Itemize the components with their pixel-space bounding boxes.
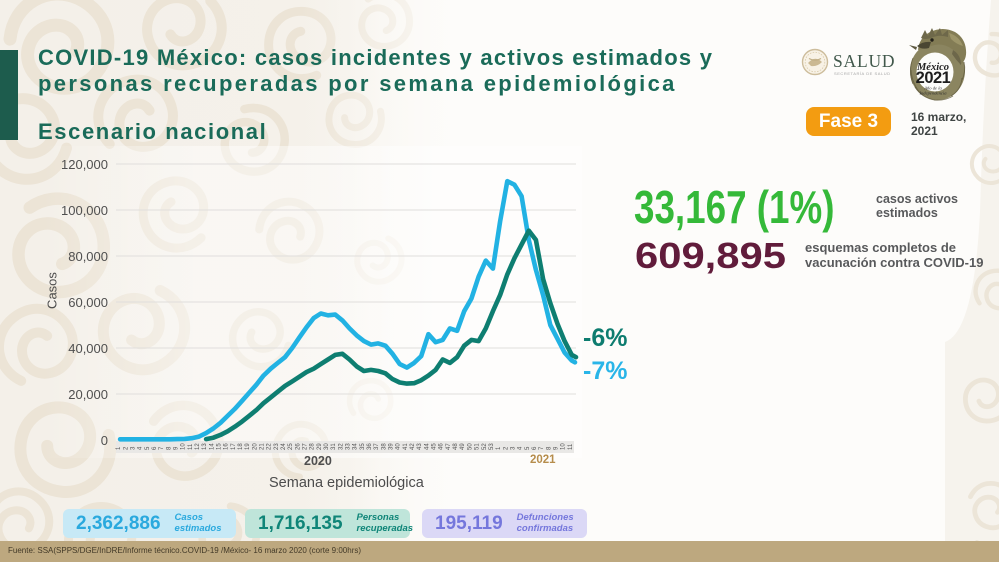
svg-text:12: 12 — [195, 443, 201, 450]
svg-text:44: 44 — [424, 443, 430, 450]
svg-text:15: 15 — [217, 443, 223, 450]
svg-text:43: 43 — [417, 443, 423, 450]
svg-text:35: 35 — [360, 443, 366, 450]
svg-text:37: 37 — [374, 443, 380, 450]
svg-text:2: 2 — [503, 446, 509, 450]
svg-text:53: 53 — [489, 443, 495, 450]
svg-text:2: 2 — [123, 446, 129, 450]
svg-text:40: 40 — [396, 443, 402, 450]
svg-text:16: 16 — [224, 443, 230, 450]
svg-text:45: 45 — [432, 443, 438, 450]
svg-text:14: 14 — [209, 443, 215, 450]
svg-text:30: 30 — [324, 443, 330, 450]
svg-text:8: 8 — [166, 446, 172, 450]
svg-text:18: 18 — [238, 443, 244, 450]
svg-text:17: 17 — [231, 443, 237, 450]
svg-text:20: 20 — [252, 443, 258, 450]
svg-text:8: 8 — [546, 446, 552, 450]
svg-text:4: 4 — [138, 446, 144, 450]
svg-text:29: 29 — [317, 443, 323, 450]
svg-text:Año de la: Año de la — [923, 86, 942, 91]
svg-text:21: 21 — [260, 443, 266, 450]
svg-text:25: 25 — [288, 443, 294, 450]
svg-text:México: México — [916, 62, 949, 73]
svg-text:42: 42 — [410, 443, 416, 450]
svg-text:7: 7 — [159, 446, 165, 450]
svg-text:SECRETARÍA DE SALUD: SECRETARÍA DE SALUD — [834, 71, 891, 76]
svg-text:10: 10 — [561, 443, 567, 450]
svg-text:3: 3 — [130, 446, 136, 450]
svg-text:36: 36 — [367, 443, 373, 450]
svg-text:1: 1 — [496, 446, 502, 450]
svg-text:10: 10 — [181, 443, 187, 450]
svg-text:SALUD: SALUD — [833, 51, 895, 71]
svg-text:7: 7 — [539, 446, 545, 450]
svg-text:9: 9 — [554, 446, 560, 450]
svg-text:27: 27 — [303, 443, 309, 450]
svg-text:24: 24 — [281, 443, 287, 450]
svg-text:23: 23 — [274, 443, 280, 450]
svg-text:13: 13 — [202, 443, 208, 450]
svg-text:19: 19 — [245, 443, 251, 450]
svg-text:39: 39 — [389, 443, 395, 450]
svg-text:28: 28 — [310, 443, 316, 450]
svg-text:5: 5 — [145, 446, 151, 450]
svg-text:47: 47 — [446, 443, 452, 450]
svg-text:33: 33 — [346, 443, 352, 450]
svg-text:5: 5 — [525, 446, 531, 450]
svg-text:41: 41 — [403, 443, 409, 450]
svg-text:4: 4 — [518, 446, 524, 450]
svg-text:11: 11 — [568, 443, 574, 450]
svg-text:3: 3 — [510, 446, 516, 450]
svg-text:22: 22 — [267, 443, 273, 450]
svg-text:51: 51 — [475, 443, 481, 450]
svg-text:31: 31 — [331, 443, 337, 450]
svg-text:34: 34 — [353, 443, 359, 450]
svg-text:38: 38 — [381, 443, 387, 450]
svg-text:46: 46 — [439, 443, 445, 450]
svg-text:1: 1 — [116, 446, 122, 450]
svg-text:Independencia: Independencia — [918, 91, 947, 96]
svg-text:11: 11 — [188, 443, 194, 450]
svg-text:6: 6 — [152, 446, 158, 450]
svg-text:9: 9 — [173, 446, 179, 450]
svg-text:26: 26 — [295, 443, 301, 450]
svg-text:49: 49 — [460, 443, 466, 450]
svg-text:2021: 2021 — [916, 69, 951, 87]
svg-text:48: 48 — [453, 443, 459, 450]
svg-text:6: 6 — [532, 446, 538, 450]
svg-text:50: 50 — [467, 443, 473, 450]
svg-text:32: 32 — [338, 443, 344, 450]
svg-text:52: 52 — [482, 443, 488, 450]
